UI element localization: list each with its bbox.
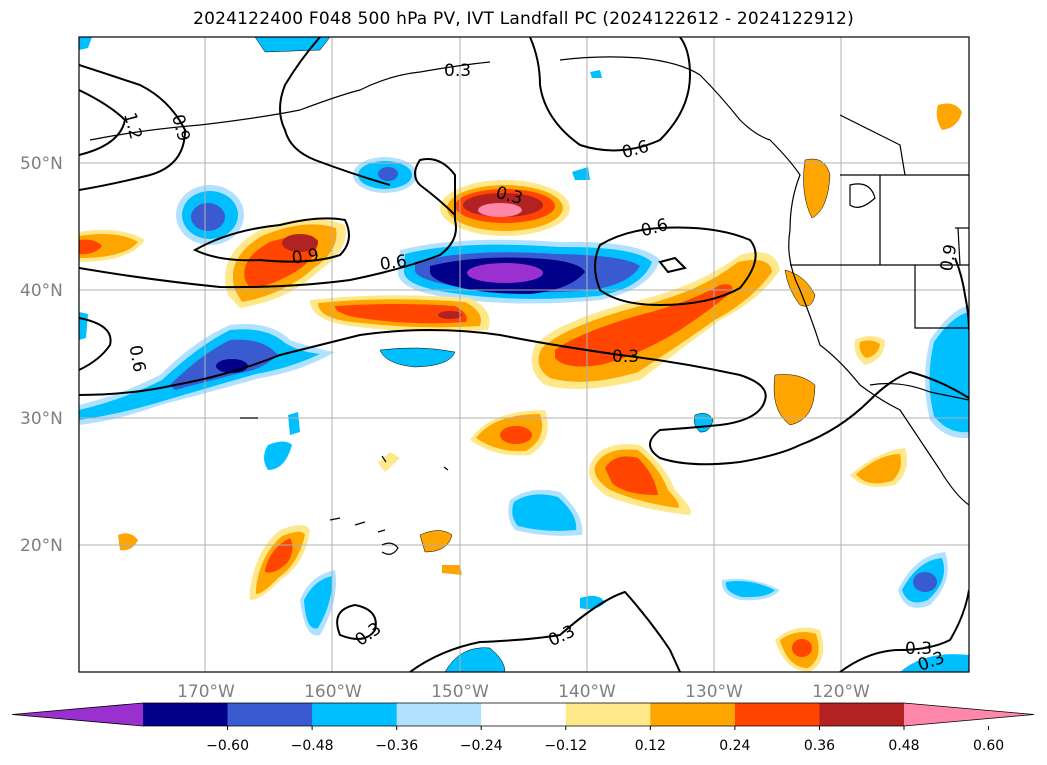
shade-blob <box>397 239 660 304</box>
shade-blob <box>79 229 145 262</box>
colorbar-extend-max <box>904 703 1034 726</box>
colorbar-tick-label: 0.48 <box>888 738 919 754</box>
colorbar-tick-label: −0.24 <box>460 738 503 754</box>
shade-blob <box>310 295 490 332</box>
lon-label: 160°W <box>304 682 362 702</box>
colorbar-tick-label: 0.36 <box>804 738 835 754</box>
latitude-labels: 50°N 40°N 30°N 20°N <box>20 154 63 556</box>
contour-label: 0.9 <box>291 245 321 269</box>
map-frame <box>78 36 970 673</box>
colorbar-tick-label: −0.12 <box>544 738 587 754</box>
colorbar: −0.60 −0.48 −0.36 −0.24 −0.12 0.12 0.24 0.36 0.4… <box>11 702 1035 754</box>
contour-label: 0.9 <box>167 112 193 143</box>
gridlines <box>79 37 969 672</box>
colorbar-tick-label: −0.36 <box>375 738 418 754</box>
colorbar-tick-label: −0.48 <box>291 738 334 754</box>
shade-blob <box>589 444 691 515</box>
map-title: 2024122400 F048 500 hPa PV, IVT Landfall… <box>193 9 854 29</box>
lon-label: 140°W <box>558 682 616 702</box>
contour-label: 1.2 <box>119 110 145 141</box>
shade-blob <box>79 324 335 425</box>
ivt-contours <box>79 37 969 672</box>
contour-label: 0.6 <box>379 251 409 275</box>
shade-blob <box>440 180 570 236</box>
colorbar-segment <box>396 703 482 726</box>
colorbar-segment <box>650 703 736 726</box>
shade-blob <box>353 157 417 193</box>
contour-label: 0.3 <box>905 639 932 659</box>
colorbar-tick-label: 0.12 <box>635 738 666 754</box>
lat-label: 30°N <box>20 409 63 429</box>
colorbar-segment <box>819 703 905 726</box>
colorbar-tick-label: 0.24 <box>719 738 750 754</box>
colorbar-outline <box>11 702 1035 727</box>
contour-label: 0.3 <box>352 619 386 651</box>
colorbar-tick-label: 0.60 <box>973 738 1004 754</box>
contour-label: 0.3 <box>612 347 639 367</box>
colorbar-segment <box>312 703 398 726</box>
lat-label: 20°N <box>20 536 63 556</box>
shade-blob <box>176 185 244 245</box>
lon-label: 130°W <box>685 682 743 702</box>
map-plot-area: 0.3 1.2 0.9 0.3 0.6 0.6 0.9 0.6 0.6 0.9 … <box>79 37 969 672</box>
pv-shading <box>79 37 969 672</box>
colorbar-segment <box>481 703 567 726</box>
contour-label: 0.6 <box>620 137 651 163</box>
lat-label: 50°N <box>20 154 63 174</box>
lat-label: 40°N <box>20 281 63 301</box>
colorbar-tick-label: −0.60 <box>206 738 249 754</box>
contour-label: 0.6 <box>639 215 670 241</box>
colorbar-segment <box>227 703 313 726</box>
lon-label: 120°W <box>812 682 870 702</box>
colorbar-extend-min <box>12 703 143 726</box>
contour-label: 0.3 <box>444 61 471 81</box>
colorbar-segment <box>143 703 229 726</box>
contour-label: 0.6 <box>125 344 149 374</box>
coastlines <box>89 56 969 555</box>
longitude-labels: 170°W 160°W 150°W 140°W 130°W 120°W <box>177 682 870 702</box>
contour-label: 0.9 <box>937 243 961 273</box>
colorbar-segment <box>734 703 820 726</box>
lon-label: 150°W <box>431 682 489 702</box>
colorbar-segment <box>565 703 651 726</box>
contour-label: 0.3 <box>545 621 578 651</box>
shade-blob <box>470 410 548 456</box>
lon-label: 170°W <box>177 682 235 702</box>
